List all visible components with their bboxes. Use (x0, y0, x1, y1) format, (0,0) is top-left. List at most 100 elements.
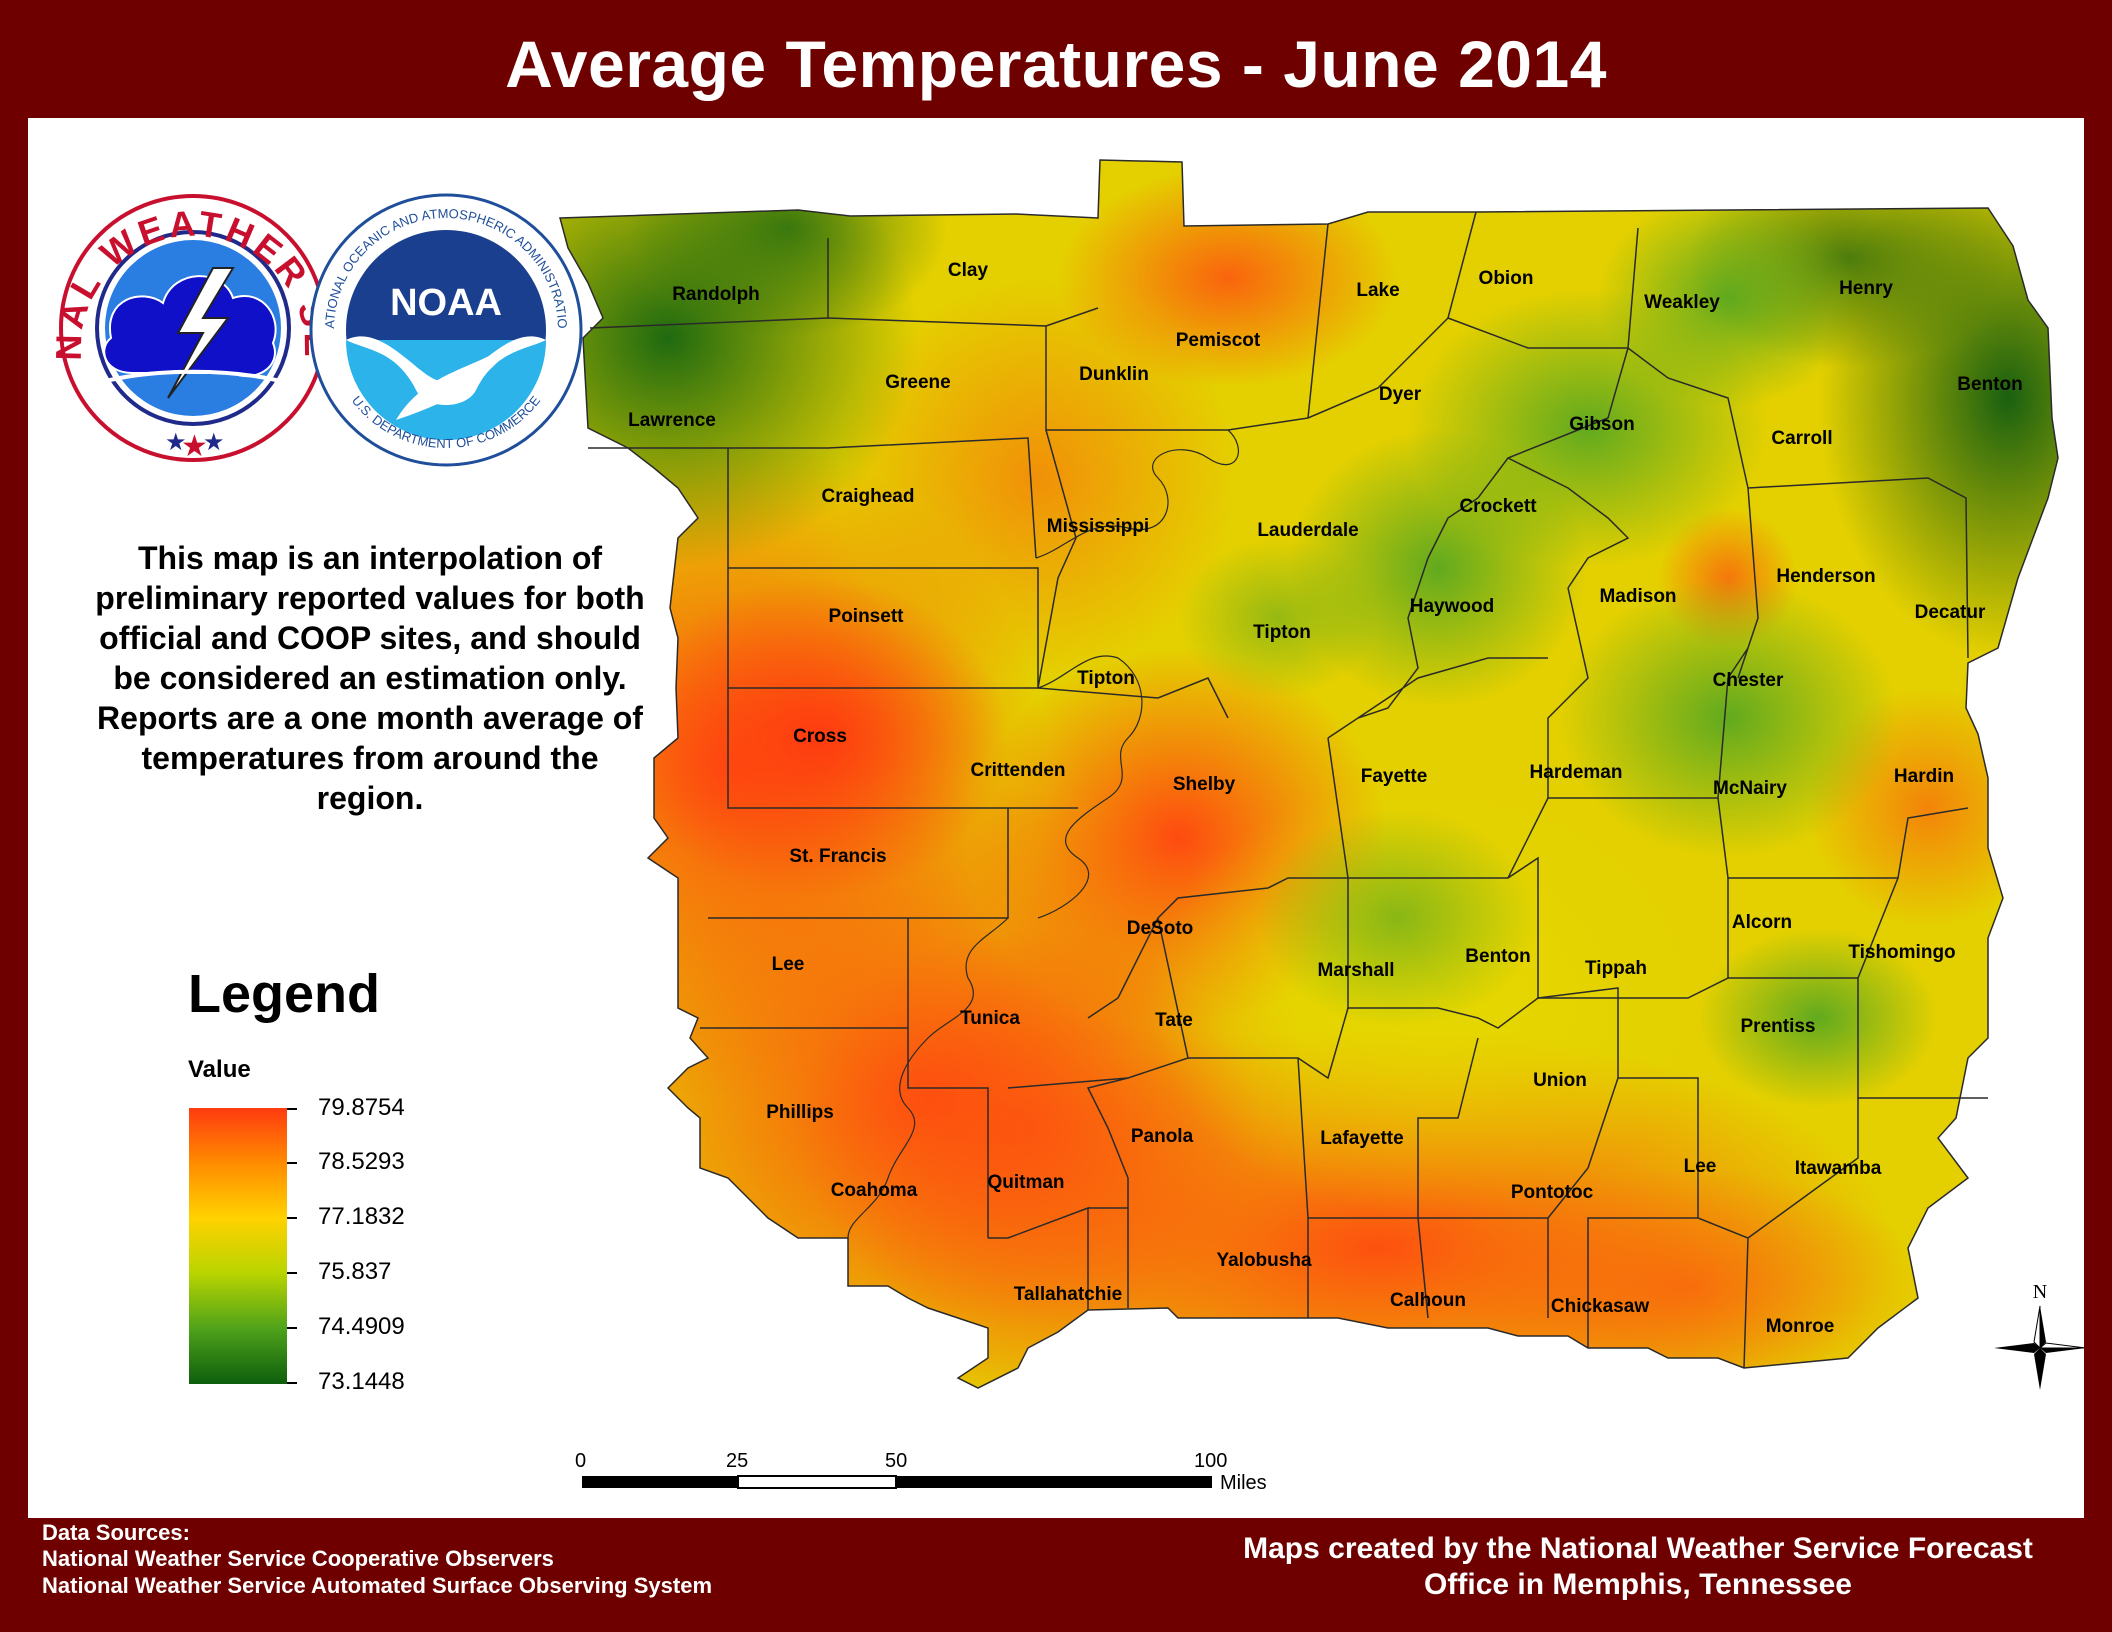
legend-color-ramp (189, 1108, 287, 1384)
county-label-prentiss: Prentiss (1741, 1016, 1816, 1037)
county-label-benton-tn: Benton (1957, 374, 2022, 395)
county-label-henderson: Henderson (1776, 566, 1875, 587)
map-panel: Randolph Clay Lawrence Greene Dunklin Pe… (28, 118, 2084, 1518)
county-label-union: Union (1533, 1070, 1587, 1091)
legend-tick (287, 1327, 297, 1329)
credit-line-1: Maps created by the National Weather Ser… (1243, 1532, 2033, 1565)
county-label-tunica: Tunica (960, 1008, 1020, 1029)
county-label-chester: Chester (1713, 670, 1784, 691)
legend-value-max: 79.8754 (318, 1094, 405, 1121)
county-label-dyer: Dyer (1379, 384, 1422, 405)
county-label-dunklin: Dunklin (1079, 364, 1149, 385)
star-icon: ★ (165, 429, 187, 456)
nws-logo: NATIONAL WEATHER SERVICE ★ ★ ★ (48, 194, 334, 463)
county-label-haywood: Haywood (1410, 596, 1494, 617)
data-source-2: National Weather Service Automated Surfa… (42, 1573, 713, 1598)
county-label-desoto: DeSoto (1127, 918, 1194, 939)
data-source-1: National Weather Service Cooperative Obs… (42, 1546, 554, 1571)
data-sources-header: Data Sources: (42, 1520, 190, 1545)
county-label-pontotoc: Pontotoc (1511, 1182, 1594, 1203)
county-label-coahoma: Coahoma (831, 1180, 918, 1201)
legend-tick (287, 1108, 297, 1110)
page-title: Average Temperatures - June 2014 (505, 27, 1607, 101)
title-bar: Average Temperatures - June 2014 (28, 14, 2084, 114)
map-description: This map is an interpolation of prelimin… (95, 540, 645, 816)
county-labels: Randolph Clay Lawrence Greene Dunklin Pe… (628, 260, 2023, 1337)
county-label-crittenden: Crittenden (971, 760, 1066, 781)
county-label-obion: Obion (1479, 268, 1534, 289)
county-label-benton-ms: Benton (1465, 946, 1530, 967)
legend-title: Legend (188, 964, 381, 1024)
county-label-tipton-2: Tipton (1077, 668, 1135, 689)
noaa-logo: NOAA NATIONAL OCEANIC AND ATMOSPHERIC AD… (309, 193, 583, 467)
legend-tick (287, 1382, 297, 1384)
county-label-henry: Henry (1839, 278, 1893, 299)
legend-value-min: 73.1448 (318, 1368, 405, 1395)
scale-unit: Miles (1220, 1472, 1267, 1494)
legend-tick (287, 1272, 297, 1274)
county-label-weakley: Weakley (1644, 292, 1720, 313)
county-label-mississippi: Mississippi (1047, 516, 1149, 537)
county-label-lee-ms: Lee (1684, 1156, 1717, 1177)
map-canvas: Randolph Clay Lawrence Greene Dunklin Pe… (48, 159, 2084, 1489)
county-label-randolph: Randolph (672, 284, 760, 305)
north-arrow-label: N (2033, 1281, 2047, 1303)
scale-label-0: 0 (575, 1450, 587, 1472)
county-label-tate: Tate (1155, 1010, 1193, 1031)
county-label-lake: Lake (1356, 280, 1399, 301)
county-label-tipton: Tipton (1253, 622, 1311, 643)
county-label-phillips: Phillips (766, 1102, 834, 1123)
county-label-poinsett: Poinsett (829, 606, 905, 627)
county-label-calhoun: Calhoun (1390, 1290, 1466, 1311)
county-label-alcorn: Alcorn (1732, 912, 1792, 933)
county-label-crockett: Crockett (1459, 496, 1537, 517)
county-label-itawamba: Itawamba (1795, 1158, 1882, 1179)
star-icon: ★ (181, 430, 208, 463)
county-label-st-francis: St. Francis (789, 846, 886, 867)
footer: Data Sources: National Weather Service C… (28, 1518, 2084, 1622)
legend-tick (287, 1217, 297, 1219)
county-label-tippah: Tippah (1585, 958, 1647, 979)
county-label-decatur: Decatur (1915, 602, 1986, 623)
county-label-pemiscot: Pemiscot (1176, 330, 1261, 351)
county-label-marshall: Marshall (1317, 960, 1394, 981)
county-label-cross: Cross (793, 726, 847, 747)
mississippi-river (847, 429, 1239, 1239)
county-label-quitman: Quitman (987, 1172, 1064, 1193)
county-label-lee-ar: Lee (772, 954, 805, 975)
legend-value-3: 77.1832 (318, 1203, 405, 1230)
county-label-fayette: Fayette (1361, 766, 1428, 787)
noaa-logo-text: NOAA (390, 282, 502, 324)
scale-bar (582, 1475, 1212, 1489)
county-label-lafayette: Lafayette (1320, 1128, 1403, 1149)
county-label-craighead: Craighead (822, 486, 915, 507)
county-label-shelby: Shelby (1173, 774, 1236, 795)
county-label-madison: Madison (1599, 586, 1676, 607)
county-label-panola: Panola (1131, 1126, 1194, 1147)
county-label-tallahatchie: Tallahatchie (1014, 1284, 1122, 1305)
county-label-hardin: Hardin (1894, 766, 1954, 787)
county-label-yalobusha: Yalobusha (1216, 1250, 1311, 1271)
county-label-chickasaw: Chickasaw (1551, 1296, 1649, 1317)
county-label-lawrence: Lawrence (628, 410, 716, 431)
county-label-lauderdale: Lauderdale (1257, 520, 1358, 541)
county-label-greene: Greene (885, 372, 950, 393)
star-icon: ★ (203, 429, 225, 456)
temperature-surface (560, 160, 2058, 1388)
legend-tick (287, 1162, 297, 1164)
county-label-monroe: Monroe (1766, 1316, 1835, 1337)
legend-value-2: 78.5293 (318, 1148, 405, 1175)
scale-label-100: 100 (1194, 1450, 1228, 1472)
county-label-hardeman: Hardeman (1530, 762, 1623, 783)
legend-value-4: 75.837 (318, 1258, 392, 1285)
county-label-mcnairy: McNairy (1713, 778, 1787, 799)
north-arrow: N (1994, 1281, 2084, 1390)
scale-label-25: 25 (726, 1450, 749, 1472)
county-label-tishomingo: Tishomingo (1848, 942, 1955, 963)
county-label-carroll: Carroll (1771, 428, 1832, 449)
county-label-clay: Clay (948, 260, 989, 281)
scale-label-50: 50 (885, 1450, 908, 1472)
legend-value-5: 74.4909 (318, 1313, 405, 1340)
credit-line-2: Office in Memphis, Tennessee (1424, 1568, 1852, 1601)
